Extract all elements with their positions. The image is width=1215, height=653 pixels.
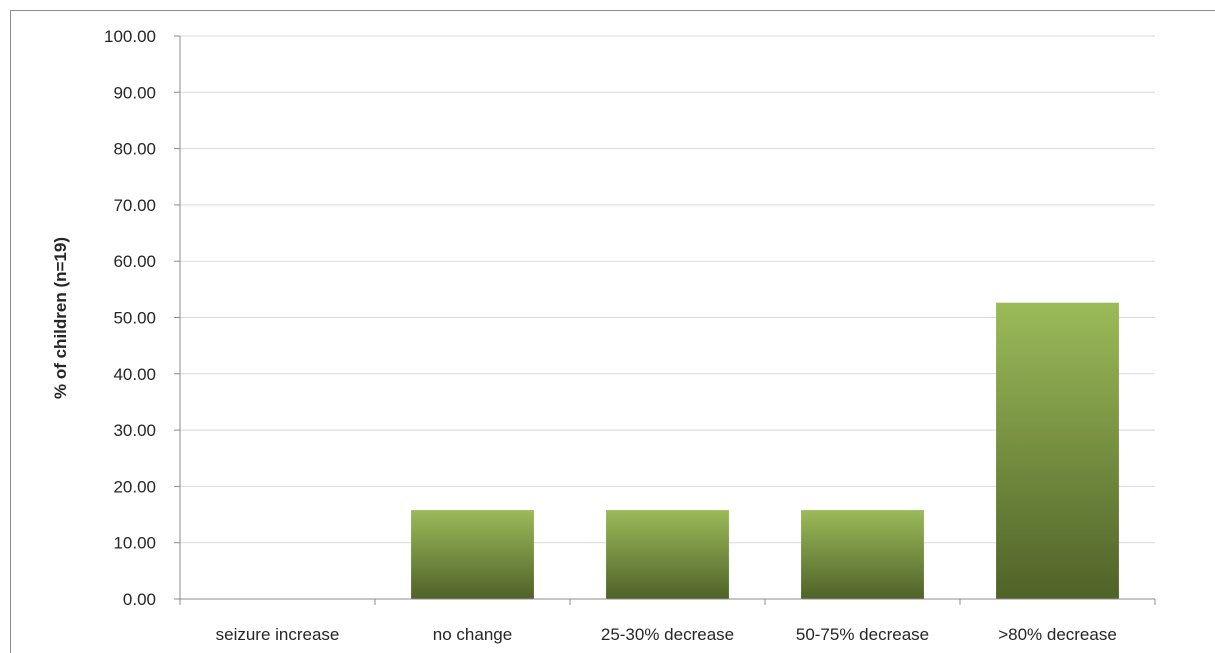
y-tick-labels: 0.00 10.00 20.00 30.00 40.00 50.00 60.00 70.00 8… (104, 27, 156, 609)
x-tick-label: 25-30% decrease (601, 625, 734, 644)
bar (606, 510, 729, 599)
bar (801, 510, 924, 599)
x-tick-labels: seizure increase no change 25-30% decrease… (216, 625, 1117, 644)
y-tick-label: 70.00 (113, 196, 156, 215)
y-tick-label: 100.00 (104, 27, 156, 46)
x-tick-label: >80% decrease (998, 625, 1117, 644)
y-tick-label: 50.00 (113, 309, 156, 328)
y-tick-label: 40.00 (113, 365, 156, 384)
y-tick-label: 30.00 (113, 421, 156, 440)
y-tick-label: 90.00 (113, 83, 156, 102)
x-tick-label: 50-75% decrease (796, 625, 929, 644)
x-tick-label: seizure increase (216, 625, 340, 644)
axes (174, 35, 1156, 605)
y-tick-label: 10.00 (113, 534, 156, 553)
bars (411, 302, 1119, 599)
y-axis-title: % of children (n=19) (51, 237, 70, 399)
x-tick-label: no change (433, 625, 512, 644)
y-tick-label: 60.00 (113, 252, 156, 271)
y-tick-label: 20.00 (113, 477, 156, 496)
y-tick-label: 0.00 (123, 590, 156, 609)
y-tick-label: 80.00 (113, 140, 156, 159)
bar (411, 510, 534, 599)
gridlines (180, 35, 1155, 544)
bar (996, 302, 1119, 599)
